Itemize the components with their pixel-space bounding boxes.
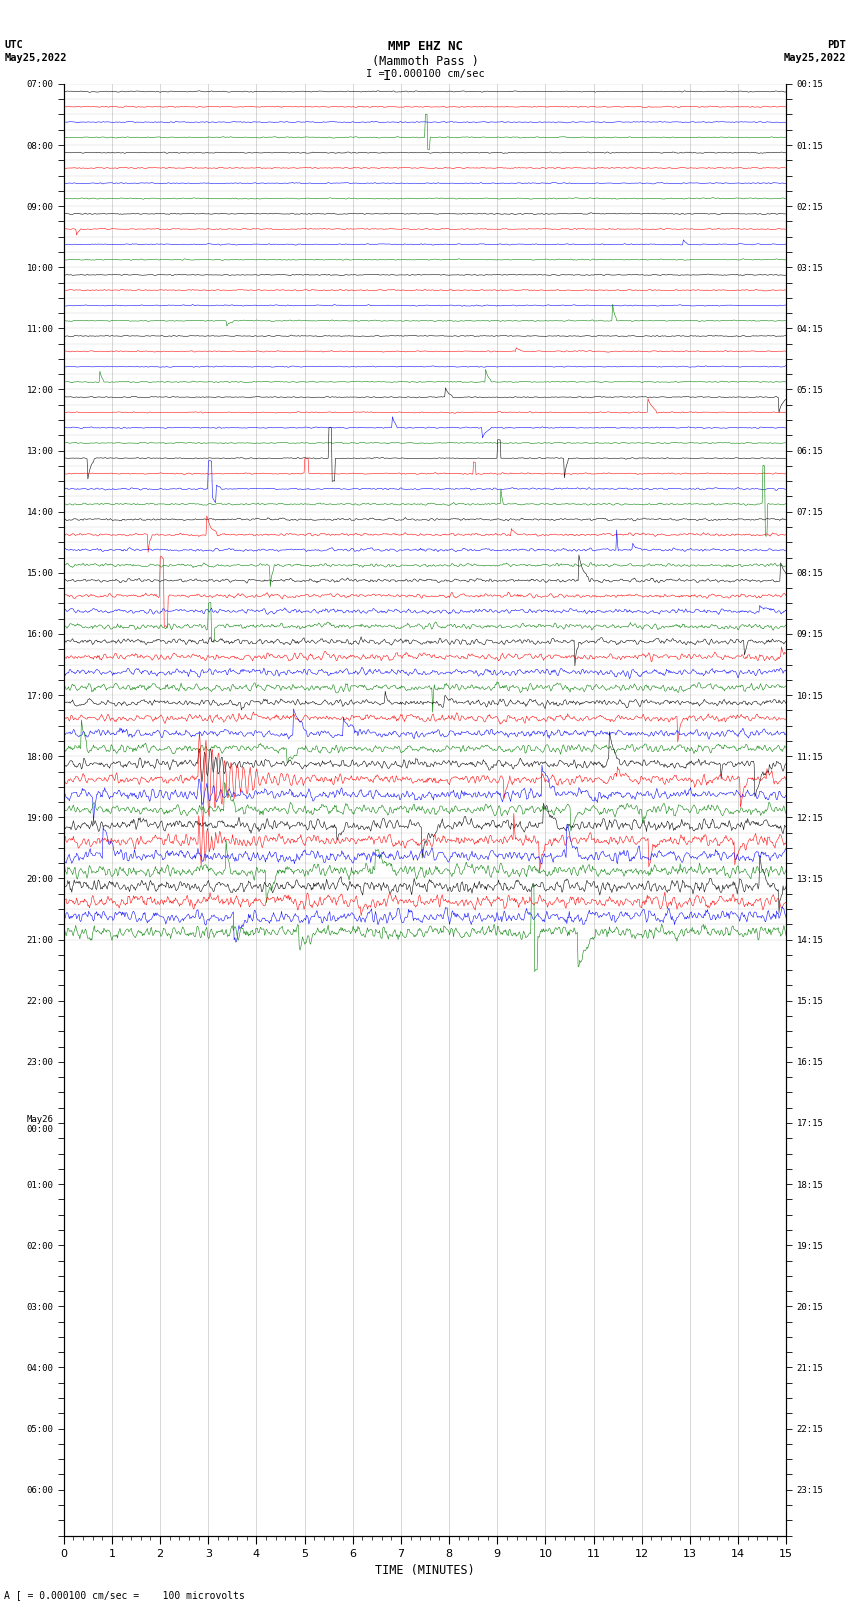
X-axis label: TIME (MINUTES): TIME (MINUTES) [375, 1565, 475, 1578]
Text: I: I [382, 69, 391, 84]
Text: May25,2022: May25,2022 [4, 53, 67, 63]
Text: May25,2022: May25,2022 [783, 53, 846, 63]
Text: UTC: UTC [4, 40, 23, 50]
Text: I = 0.000100 cm/sec: I = 0.000100 cm/sec [366, 69, 484, 79]
Text: A [ = 0.000100 cm/sec =    100 microvolts: A [ = 0.000100 cm/sec = 100 microvolts [4, 1590, 245, 1600]
Text: PDT: PDT [827, 40, 846, 50]
Text: (Mammoth Pass ): (Mammoth Pass ) [371, 55, 479, 68]
Text: MMP EHZ NC: MMP EHZ NC [388, 40, 462, 53]
